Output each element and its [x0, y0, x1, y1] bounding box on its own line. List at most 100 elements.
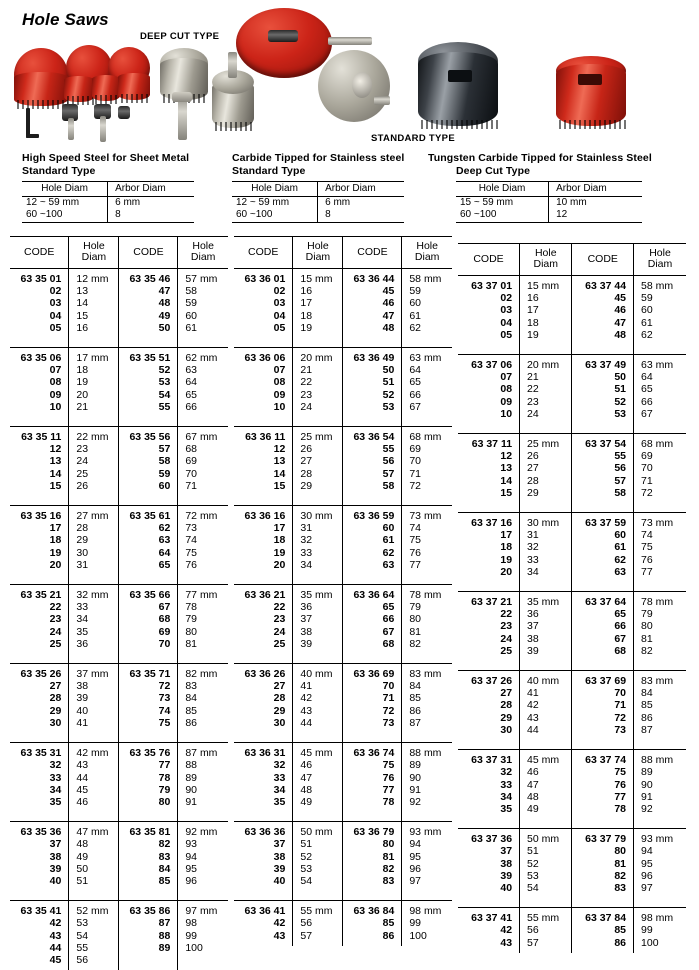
- table-row: 32 43 77 88: [10, 759, 228, 772]
- cell-code: 63 35 66: [118, 584, 178, 602]
- table-row: 34 48 77 91: [458, 790, 686, 803]
- spacer-cell: [292, 891, 343, 901]
- cell-hole-diam: 58 mm: [633, 275, 686, 293]
- cell-hole-diam: 29: [68, 534, 119, 547]
- cell-hole-diam: 96: [177, 874, 228, 892]
- cell-hole-diam: 25 mm: [519, 433, 572, 451]
- cell-code: 29: [273, 704, 286, 717]
- cell-code: 42: [273, 917, 286, 930]
- cell-code: 63 36 36: [244, 826, 286, 839]
- cell-code: 48: [118, 297, 178, 310]
- code-block: 63 35 01 12 mm 63 35 46 57 mm 02 13 47 58 03 14 48…: [10, 268, 228, 339]
- table-row: 63 36 26 40 mm 63 36 69 83 mm: [234, 663, 452, 681]
- cell-code: 15: [49, 479, 62, 492]
- spacer-cell: [633, 661, 686, 671]
- cell-hole-diam: 56: [292, 917, 343, 930]
- cell-hole-diam: 37: [292, 613, 343, 626]
- cell-hole-diam: 17: [292, 297, 343, 310]
- cell-hole-diam: 62: [401, 321, 452, 339]
- cell-hole-diam: 58 mm: [401, 268, 452, 286]
- cell-hole-diam: 49: [519, 802, 572, 820]
- spacer-cell: [118, 654, 178, 664]
- cell-hole-diam: 80: [401, 613, 452, 626]
- cell-hole-diam: 55: [68, 941, 119, 954]
- cell-code: 71: [571, 699, 634, 712]
- table-row: 07 21 50 64: [234, 364, 452, 377]
- cell-code: 67: [571, 632, 634, 645]
- cell-hole-diam: 53: [519, 869, 572, 882]
- cell-hole-diam: 15 mm: [292, 268, 343, 286]
- cell-code: 63 35 16: [20, 510, 62, 523]
- spacer-cell: [118, 417, 178, 427]
- cell-hole-diam: 16: [519, 292, 572, 305]
- cell-code: 68: [342, 637, 402, 655]
- cell-code: 57: [571, 474, 634, 487]
- table-row: 12 23 57 68: [10, 443, 228, 456]
- cell-hole-diam: 34: [68, 613, 119, 626]
- table-row: 07 21 50 64: [458, 371, 686, 384]
- cell-hole-diam: 97 mm: [177, 900, 228, 918]
- cell-code: 24: [500, 632, 513, 645]
- cell-hole-diam: 20: [68, 388, 119, 401]
- table-row: 63 35 26 37 mm 63 35 71 82 mm: [10, 663, 228, 681]
- cell-hole-diam: 20 mm: [292, 347, 343, 365]
- cell-hole-diam: 15: [68, 309, 119, 322]
- table-row: 05 19 48 62: [458, 328, 686, 346]
- cell-hole-diam: 43: [292, 704, 343, 717]
- table-row: 10 21 55 66: [10, 400, 228, 418]
- spacer-cell: [519, 740, 572, 750]
- cell-hole-diam: 35 mm: [292, 584, 343, 602]
- cell-code: 76: [342, 771, 402, 784]
- cell-code: 45: [571, 292, 634, 305]
- table-row: 03 17 46 60: [234, 297, 452, 310]
- cell-hole-diam: 37: [519, 620, 572, 633]
- cell-code: 29: [500, 711, 513, 724]
- cell-hole-diam: 24: [68, 455, 119, 468]
- cell-hole-diam: 60: [177, 309, 228, 322]
- spec-col-arbor-diam: Arbor Diam: [317, 181, 404, 197]
- cell-hole-diam: 61: [401, 309, 452, 322]
- table-row: 39 53 82 96: [458, 869, 686, 882]
- cell-hole-diam: 73 mm: [633, 512, 686, 530]
- cell-code: 19: [500, 553, 513, 566]
- cell-hole-diam: 23: [68, 443, 119, 456]
- cell-code: 85: [342, 917, 402, 930]
- spacer-cell: [10, 891, 69, 901]
- cell-hole-diam: 41: [68, 716, 119, 734]
- cell-hole-diam: 18: [292, 309, 343, 322]
- cell-hole-diam: 67 mm: [177, 426, 228, 444]
- cell-code: 47: [118, 285, 178, 298]
- cell-code: 09: [500, 395, 513, 408]
- spacer-cell: [177, 575, 228, 585]
- cell-hole-diam: 94: [401, 838, 452, 851]
- spacer-cell: [234, 496, 293, 506]
- table-row: 04 15 49 60: [10, 309, 228, 322]
- spacer-cell: [342, 417, 402, 427]
- table-row: 42 56 85 99: [234, 917, 452, 930]
- code-block: 63 36 16 30 mm 63 36 59 73 mm 17 31 60 74 18 32 61…: [234, 505, 452, 576]
- code-table-hss: CODE Hole Diam CODE Hole Diam 63 35 01 12 mm 63 …: [10, 236, 228, 970]
- cell-code: 68: [118, 613, 178, 626]
- cell-hole-diam: 57: [519, 936, 572, 953]
- cell-hole-diam: 85: [633, 699, 686, 712]
- cell-code: 19: [273, 546, 286, 559]
- cell-code: 63 37 36: [471, 833, 513, 846]
- table-row: 24 38 67 81: [234, 625, 452, 638]
- table-row: 63 37 11 25 mm 63 37 54 68 mm: [458, 433, 686, 451]
- cell-hole-diam: 81: [633, 632, 686, 645]
- spacer-cell: [571, 503, 634, 513]
- cell-hole-diam: 93 mm: [401, 821, 452, 839]
- table-row: 63 36 06 20 mm 63 36 49 63 mm: [234, 347, 452, 365]
- spacer-cell: [519, 503, 572, 513]
- cell-hole-diam: 73: [177, 522, 228, 535]
- cell-hole-diam: 74: [401, 522, 452, 535]
- table-row: 63 37 21 35 mm 63 37 64 78 mm: [458, 591, 686, 609]
- cell-hole-diam: 48: [292, 783, 343, 796]
- spacer-cell: [177, 496, 228, 506]
- spacer-cell: [571, 661, 634, 671]
- table-row: 33 44 78 89: [10, 771, 228, 784]
- cell-code: 10: [49, 400, 62, 413]
- cell-code: 77: [571, 790, 634, 803]
- table-row: 19 33 62 76: [458, 553, 686, 566]
- table-row: 29 43 72 86: [458, 711, 686, 724]
